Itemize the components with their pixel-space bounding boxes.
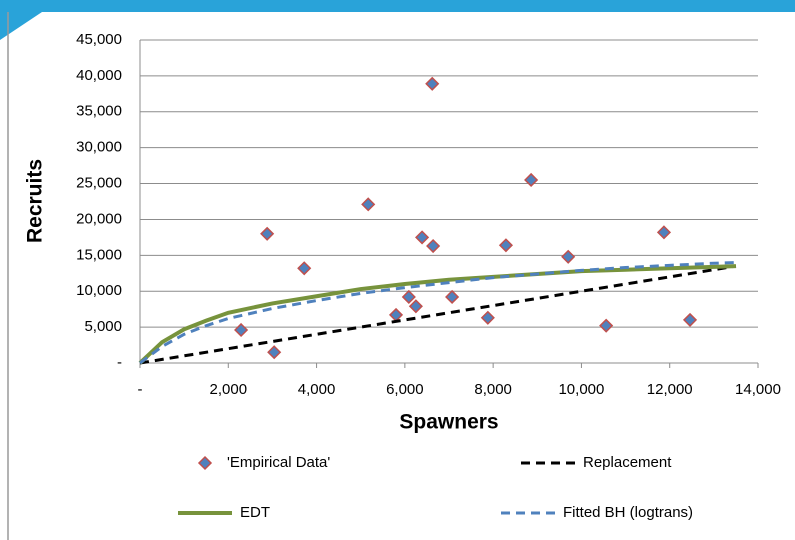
data-point — [234, 322, 249, 338]
data-point — [425, 76, 440, 91]
y-tick-label: 15,000 — [76, 246, 122, 263]
x-axis-title: Spawners — [399, 411, 498, 434]
y-tick-label: 30,000 — [76, 139, 122, 156]
data-point — [480, 310, 495, 325]
series-line — [138, 264, 736, 365]
data-point — [361, 197, 376, 212]
data-point — [599, 318, 614, 333]
data-point — [408, 299, 423, 314]
data-point — [524, 172, 539, 188]
data-point — [682, 312, 698, 327]
legend-label: Replacement — [583, 454, 672, 471]
legend-label: Fitted BH (logtrans) — [563, 504, 693, 521]
y-tick-label: 35,000 — [76, 103, 122, 120]
data-point — [426, 238, 441, 254]
y-axis-title: Recruits — [24, 159, 47, 243]
series-line — [139, 264, 737, 365]
top-band — [0, 0, 795, 12]
legend-label: 'Empirical Data' — [227, 454, 330, 471]
data-point — [260, 226, 275, 241]
y-tick-label: 45,000 — [76, 31, 122, 48]
y-tick-label: 10,000 — [76, 282, 122, 299]
y-tick-label: - — [117, 354, 122, 371]
x-tick-label: 10,000 — [558, 381, 604, 398]
corner-decoration — [0, 0, 60, 40]
data-point — [297, 261, 312, 276]
x-tick-label: 2,000 — [210, 381, 248, 398]
data-point — [445, 289, 460, 305]
series-line — [139, 261, 736, 365]
x-tick-label: 14,000 — [735, 381, 781, 398]
data-point — [415, 230, 430, 245]
data-point — [656, 225, 672, 240]
x-tick-label: - — [138, 381, 143, 398]
y-tick-label: 5,000 — [84, 318, 122, 335]
y-tick-label: 25,000 — [76, 175, 122, 192]
x-tick-label: 12,000 — [647, 381, 693, 398]
y-tick-label: 40,000 — [76, 67, 122, 84]
x-tick-label: 8,000 — [474, 381, 512, 398]
x-tick-label: 6,000 — [386, 381, 424, 398]
x-tick-label: 4,000 — [298, 381, 336, 398]
y-tick-label: 20,000 — [76, 210, 122, 227]
legend-label: EDT — [240, 504, 270, 521]
data-point — [498, 238, 514, 253]
data-point — [561, 249, 576, 264]
data-point — [267, 345, 282, 360]
data-point — [401, 289, 416, 305]
legend-marker — [197, 455, 213, 471]
